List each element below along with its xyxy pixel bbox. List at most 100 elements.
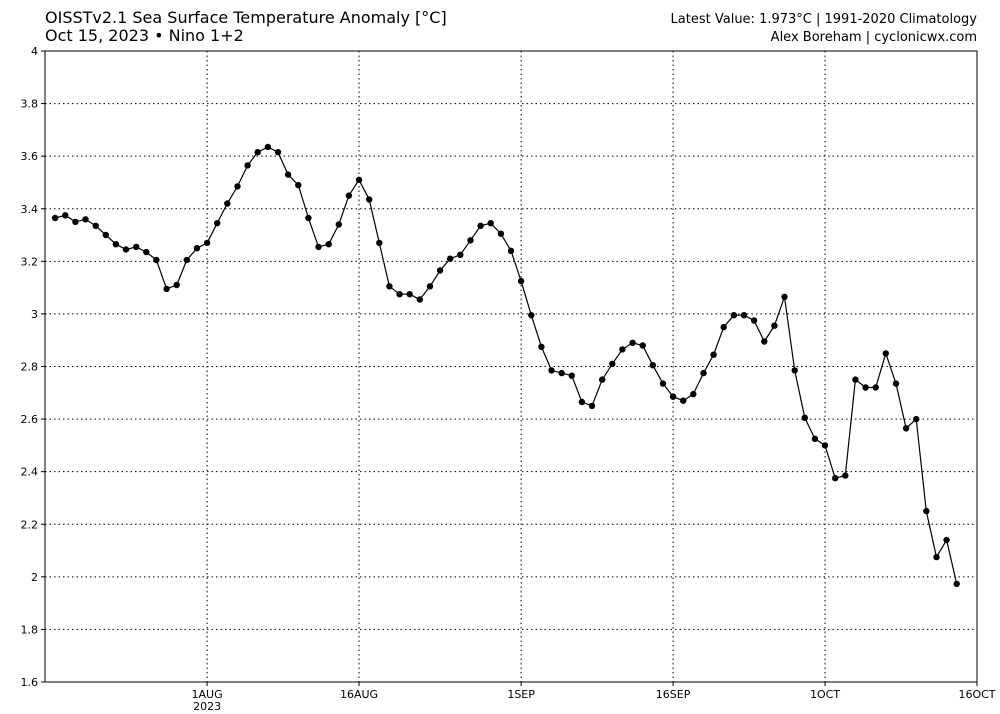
data-point [386, 283, 393, 290]
data-point [902, 425, 910, 432]
data-point [811, 435, 819, 442]
data-point [345, 192, 353, 199]
data-point [953, 580, 960, 588]
data-point [214, 220, 221, 227]
data-point [274, 149, 282, 156]
data-point [568, 372, 575, 379]
chart-subtitle: Oct 15, 2023 • Nino 1+2 [45, 27, 244, 45]
subtitle-region: Nino 1+2 [168, 26, 244, 45]
y-tick-label: 3.4 [21, 203, 39, 216]
data-point [669, 393, 677, 400]
y-tick-label: 3.8 [21, 98, 39, 111]
x-tick-label: 1SEP [507, 688, 535, 701]
data-point [913, 415, 920, 423]
data-point [821, 442, 829, 449]
data-point [720, 323, 727, 331]
x-tick-label: 16SEP [656, 688, 691, 701]
data-point [102, 231, 110, 239]
data-point [659, 380, 667, 387]
data-point [832, 475, 839, 482]
data-point [254, 149, 261, 156]
y-tick-label: 4 [31, 45, 38, 58]
data-point [112, 241, 120, 248]
y-tick-label: 2.4 [21, 466, 39, 479]
grid-layer [45, 51, 977, 682]
y-tick-label: 1.6 [21, 676, 39, 689]
data-point [224, 200, 231, 207]
data-point [467, 237, 474, 244]
data-point [163, 285, 170, 293]
data-point [588, 402, 596, 410]
data-point [507, 247, 515, 254]
subtitle-bullet: • [154, 26, 164, 45]
data-point [801, 414, 808, 421]
data-point [487, 220, 494, 227]
y-tick-label: 3 [31, 308, 38, 321]
data-point [325, 241, 332, 248]
data-point [295, 181, 302, 189]
y-tick-label: 2.6 [21, 413, 39, 426]
data-point [619, 346, 626, 353]
axis-layer: 4 3.8 3.6 3.4 3.2 3 2.8 2.6 2.4 2.2 2 1.8 1.6 1AUG202… [21, 45, 996, 713]
y-tick-label: 2 [31, 571, 38, 584]
data-point [396, 291, 403, 298]
x-tick-label: 1OCT [810, 688, 840, 701]
data-point [882, 350, 889, 357]
data-point [406, 291, 413, 298]
data-point [517, 277, 525, 285]
data-point [335, 221, 342, 228]
data-point [599, 376, 606, 383]
series-line [54, 146, 958, 585]
data-point [193, 245, 201, 252]
y-tick-label: 3.6 [21, 150, 39, 163]
data-point [639, 342, 646, 349]
data-point [203, 239, 211, 247]
chart-title: OISSTv2.1 Sea Surface Temperature Anomal… [45, 8, 447, 27]
data-point [730, 312, 738, 319]
data-point [376, 239, 383, 247]
data-point [761, 338, 768, 345]
data-point [791, 367, 798, 374]
data-point [750, 317, 758, 324]
data-point [852, 376, 859, 383]
data-point [497, 230, 505, 237]
y-tick-label: 1.8 [21, 623, 39, 636]
data-point [447, 255, 454, 262]
data-point [92, 222, 99, 229]
data-point [609, 360, 616, 368]
data-point [649, 362, 656, 369]
data-point [690, 390, 697, 398]
data-point [923, 507, 930, 515]
y-tick-label: 3.2 [21, 255, 39, 268]
data-point [457, 251, 464, 258]
data-point [284, 171, 292, 178]
data-point [436, 267, 444, 274]
data-point [244, 162, 251, 169]
data-point [629, 339, 636, 346]
data-point [781, 293, 788, 300]
y-tick-label: 2.2 [21, 518, 39, 531]
y-tick-label: 2.8 [21, 361, 39, 374]
data-point [578, 398, 586, 406]
data-point [477, 222, 484, 229]
data-point [366, 196, 373, 203]
latest-value-info: Latest Value: 1.973°C | 1991-2020 Climat… [670, 12, 977, 27]
data-point [771, 322, 778, 329]
data-point [355, 176, 363, 183]
data-point [943, 536, 950, 544]
x-tick-label: 16OCT [958, 688, 995, 701]
data-point [183, 256, 190, 264]
data-point [933, 553, 940, 561]
data-point [548, 367, 555, 374]
data-point [538, 343, 545, 350]
data-point [315, 243, 322, 251]
data-point [710, 351, 717, 358]
data-point [133, 243, 140, 251]
data-point [82, 216, 89, 223]
data-point [700, 369, 707, 377]
x-tick-label: 1AUG [192, 688, 223, 701]
x-tick-label: 16AUG [340, 688, 378, 701]
data-point [51, 214, 59, 222]
data-point [872, 384, 879, 391]
subtitle-date: Oct 15, 2023 [45, 26, 149, 45]
